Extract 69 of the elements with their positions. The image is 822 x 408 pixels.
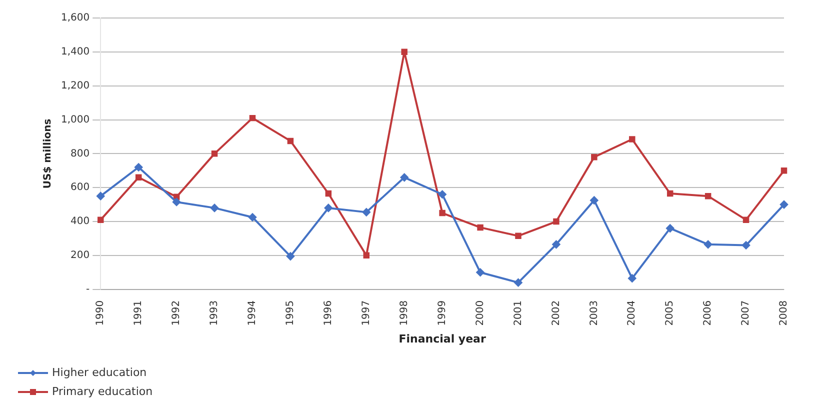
point <box>210 204 219 212</box>
point <box>401 48 408 56</box>
x-tick-label: 2008 <box>778 300 790 326</box>
y-axis-title: US$ millions <box>42 118 54 189</box>
x-tick-label: 1998 <box>398 300 410 326</box>
point <box>704 192 712 200</box>
point <box>325 190 332 197</box>
y-tick-label: 200 <box>70 250 90 262</box>
point <box>666 190 674 197</box>
point <box>514 278 522 287</box>
point <box>400 173 408 182</box>
x-axis-title: Financial year <box>398 332 486 346</box>
point <box>248 213 256 222</box>
point <box>439 210 446 216</box>
point <box>704 240 712 248</box>
point <box>591 154 598 160</box>
x-tick-label: 2005 <box>664 300 676 326</box>
x-tick-label: 2004 <box>626 300 638 326</box>
x-tick-label: 2000 <box>474 300 486 326</box>
y-tick-label: 1,200 <box>60 80 90 92</box>
x-tick-label: 2002 <box>550 300 562 326</box>
x-tick-label: 1990 <box>95 300 106 326</box>
point <box>96 192 105 200</box>
y-tick-label: 1,400 <box>60 46 90 58</box>
x-tick-label: 2007 <box>740 300 752 326</box>
point <box>780 200 788 209</box>
point <box>666 224 674 232</box>
x-tick-label: 2001 <box>512 300 524 326</box>
point <box>362 208 370 216</box>
point <box>553 218 560 225</box>
y-tick-label: - <box>86 284 90 295</box>
y-tick-label: 600 <box>70 182 90 194</box>
point <box>363 252 370 259</box>
legend-label: Primary education <box>52 385 153 398</box>
point <box>590 196 598 204</box>
point <box>515 232 522 240</box>
point <box>135 174 142 181</box>
legend-label: Higher education <box>52 366 147 379</box>
x-tick-label: 1997 <box>360 300 372 326</box>
point <box>742 216 750 223</box>
y-tick-label: 800 <box>70 148 90 160</box>
point <box>287 138 294 144</box>
point <box>628 274 636 282</box>
x-tick-label: 2003 <box>588 300 600 326</box>
x-tick-label: 1995 <box>285 300 296 326</box>
x-tick-label: 2006 <box>702 300 714 326</box>
x-tick-label: 1992 <box>171 300 182 326</box>
point <box>742 241 750 250</box>
point <box>324 204 332 212</box>
point <box>780 168 788 174</box>
point <box>134 163 143 172</box>
point <box>211 150 218 157</box>
y-tick-label: 1,000 <box>60 114 90 126</box>
x-tick-label: 1993 <box>209 300 220 326</box>
point <box>98 216 104 223</box>
x-tick-label: 1994 <box>247 300 258 326</box>
point <box>172 198 181 206</box>
point <box>438 190 446 198</box>
x-tick-label: 1999 <box>436 300 448 326</box>
x-tick-label: 1991 <box>133 300 144 326</box>
x-tick-label: 1996 <box>323 300 334 326</box>
point <box>552 240 560 248</box>
point <box>476 268 484 276</box>
point <box>629 136 636 142</box>
point <box>286 252 294 260</box>
point <box>477 224 484 231</box>
y-tick-label: 1,600 <box>60 12 90 24</box>
y-tick-label: 400 <box>70 216 90 228</box>
point <box>249 114 256 122</box>
